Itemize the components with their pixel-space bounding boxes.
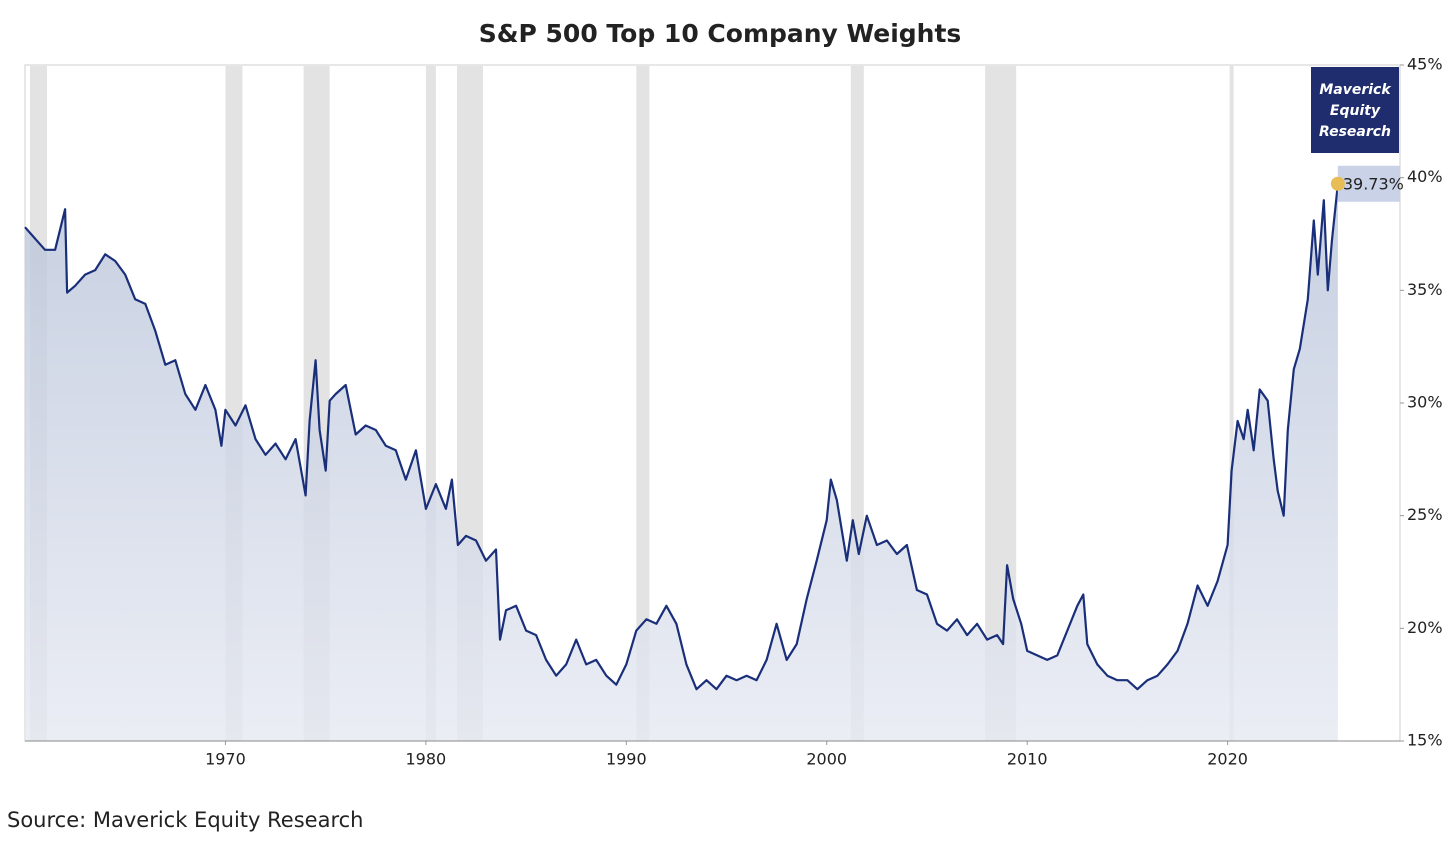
source-note: Source: Maverick Equity Research bbox=[7, 808, 363, 832]
end-point bbox=[1330, 176, 1345, 191]
y-tick-label: 30% bbox=[1407, 393, 1443, 412]
logo-text: Equity bbox=[1330, 103, 1381, 119]
y-tick-label: 15% bbox=[1407, 731, 1443, 750]
x-tick-label: 2010 bbox=[1007, 750, 1048, 769]
chart-title: S&P 500 Top 10 Company Weights bbox=[479, 19, 962, 48]
end-label-box bbox=[1337, 165, 1400, 202]
series-area bbox=[25, 183, 1338, 742]
y-tick-label: 20% bbox=[1407, 618, 1443, 637]
x-tick-label: 2020 bbox=[1207, 750, 1248, 769]
recession-band bbox=[425, 66, 436, 741]
x-tick-label: 1990 bbox=[606, 750, 647, 769]
y-tick-label: 40% bbox=[1407, 167, 1443, 186]
recession-band bbox=[636, 66, 650, 741]
recession-band bbox=[1229, 66, 1234, 741]
y-tick-label: 35% bbox=[1407, 280, 1443, 299]
x-tick-label: 2000 bbox=[806, 750, 847, 769]
y-tick-label: 25% bbox=[1407, 505, 1443, 524]
x-tick-label: 1970 bbox=[205, 750, 246, 769]
end-label: 39.73% bbox=[1343, 174, 1404, 193]
y-tick-label: 45% bbox=[1407, 55, 1443, 74]
logo-box bbox=[1311, 67, 1399, 153]
series-line bbox=[24, 183, 1339, 691]
logo-text: Maverick bbox=[1319, 82, 1392, 98]
x-tick-label: 1980 bbox=[406, 750, 447, 769]
logo-text: Research bbox=[1319, 124, 1391, 140]
